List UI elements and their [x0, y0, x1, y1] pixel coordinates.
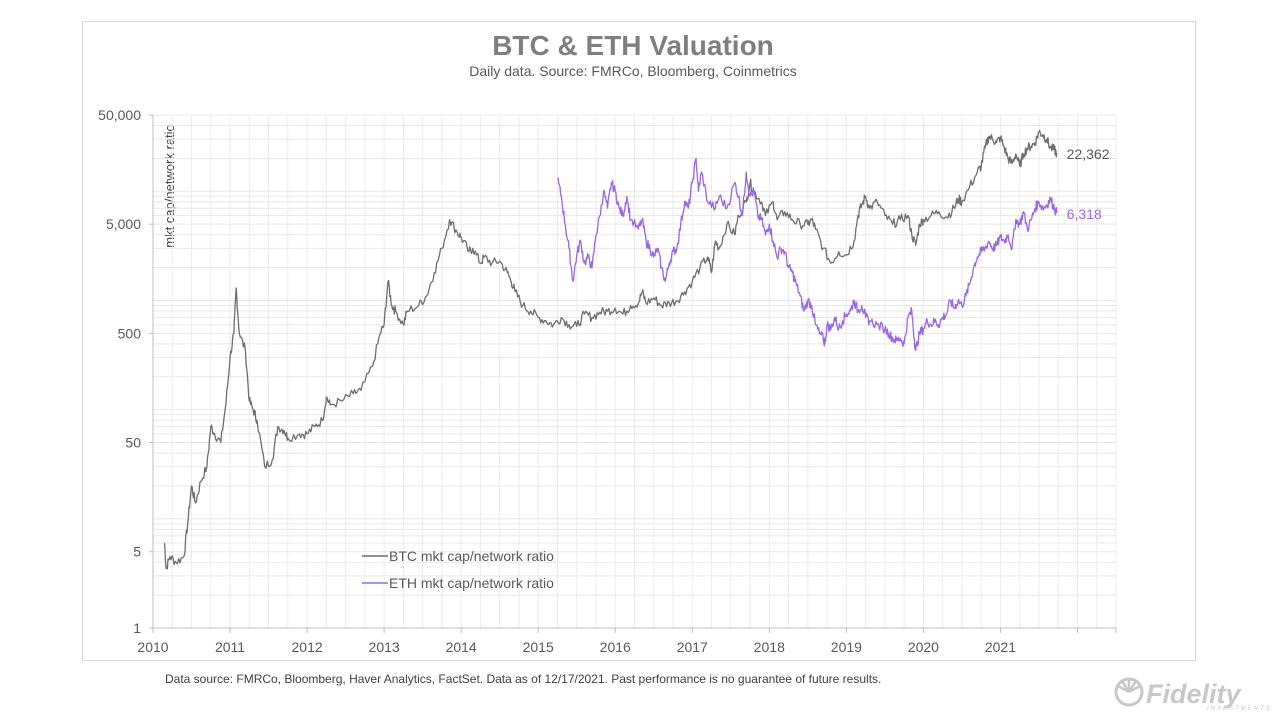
y-tick-label: 1	[133, 620, 141, 636]
x-tick-label: 2019	[831, 639, 862, 655]
legend-label-btc: BTC mkt cap/network ratio	[389, 548, 554, 564]
chart-title: BTC & ETH Valuation	[492, 30, 774, 61]
x-tick-label: 2015	[523, 639, 554, 655]
y-tick-label: 50	[125, 435, 141, 451]
end-label-eth: 6,318	[1067, 206, 1102, 222]
footer-note: Data source: FMRCo, Bloomberg, Haver Ana…	[165, 672, 882, 686]
x-tick-label: 2012	[292, 639, 323, 655]
x-tick-label: 2013	[369, 639, 400, 655]
series	[163, 129, 1058, 570]
series-line-btc	[163, 129, 1058, 570]
fidelity-tagline: INVESTMENTS	[1207, 706, 1272, 712]
fidelity-logo-icon	[1114, 677, 1144, 707]
y-tick-label: 5,000	[106, 216, 141, 232]
x-tick-label: 2016	[600, 639, 631, 655]
y-tick-label: 500	[118, 325, 142, 341]
series-line-eth	[556, 157, 1058, 351]
fidelity-logo: Fidelity INVESTMENTS	[1114, 677, 1272, 712]
y-axis-label: mkt cap/network ratio	[162, 124, 177, 248]
x-tick-label: 2014	[446, 639, 477, 655]
legend: BTC mkt cap/network ratio ETH mkt cap/ne…	[362, 548, 554, 591]
chart-frame	[82, 21, 1196, 661]
x-tick-label: 2017	[677, 639, 708, 655]
y-tick-label: 5	[133, 544, 141, 560]
grid	[152, 114, 1117, 629]
fidelity-wordmark: Fidelity	[1146, 679, 1242, 709]
end-label-btc: 22,362	[1067, 146, 1110, 162]
chart-subtitle: Daily data. Source: FMRCo, Bloomberg, Co…	[469, 63, 797, 79]
y-tick-label: 50,000	[98, 107, 141, 123]
x-tick-label: 2021	[985, 639, 1016, 655]
legend-label-eth: ETH mkt cap/network ratio	[389, 575, 554, 591]
axes: 50,000 5,000 500 50 5 1 2010 2011 2012 2013 2014 20…	[98, 107, 1117, 655]
x-tick-label: 2018	[754, 639, 785, 655]
x-tick-label: 2010	[137, 639, 168, 655]
x-tick-label: 2020	[908, 639, 939, 655]
x-tick-label: 2011	[215, 639, 245, 655]
